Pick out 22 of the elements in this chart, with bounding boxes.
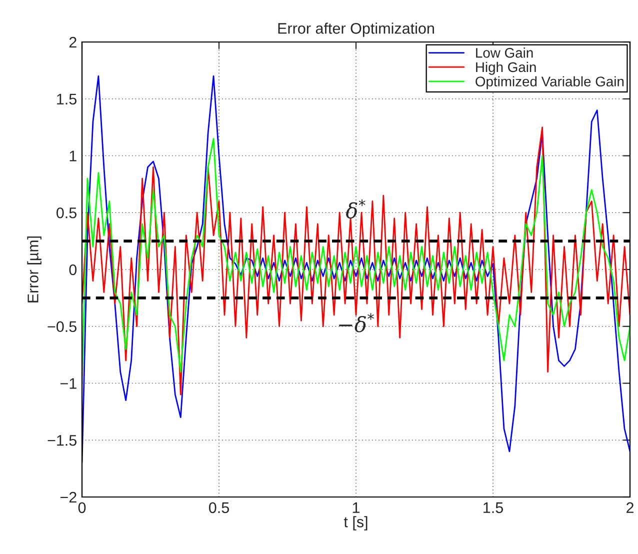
y-tick-label: −2: [60, 492, 76, 503]
legend-label: High Gain: [476, 62, 536, 75]
ref-line-label: δ$^{*}$: [346, 199, 366, 219]
y-axis-title: Error [µm]: [27, 236, 42, 302]
ref-line-label: −δ$^{*}$: [339, 313, 374, 332]
x-tick-label: 1: [352, 502, 360, 513]
x-tick-label: 0.5: [208, 502, 229, 514]
x-tick-label: 0: [78, 502, 86, 514]
y-tick-label: 1: [70, 150, 76, 162]
legend-label: Optimized Variable Gain: [476, 76, 624, 90]
y-tick-label: −0.5: [48, 321, 76, 332]
y-tick-label: 1.5: [57, 94, 76, 105]
x-tick-label: 2: [626, 502, 634, 513]
legend-label: Low Gain: [476, 48, 533, 58]
y-tick-label: 0.5: [56, 207, 76, 218]
x-tick-label: 1.5: [484, 502, 503, 514]
y-tick-label: 2: [69, 36, 76, 48]
y-tick-label: −1.5: [48, 435, 76, 446]
chart-title: Error after Optimization: [278, 22, 434, 37]
y-tick-label: −1: [60, 378, 76, 389]
x-axis-title: t [s]: [344, 516, 368, 530]
y-tick-label: 0: [69, 264, 77, 276]
